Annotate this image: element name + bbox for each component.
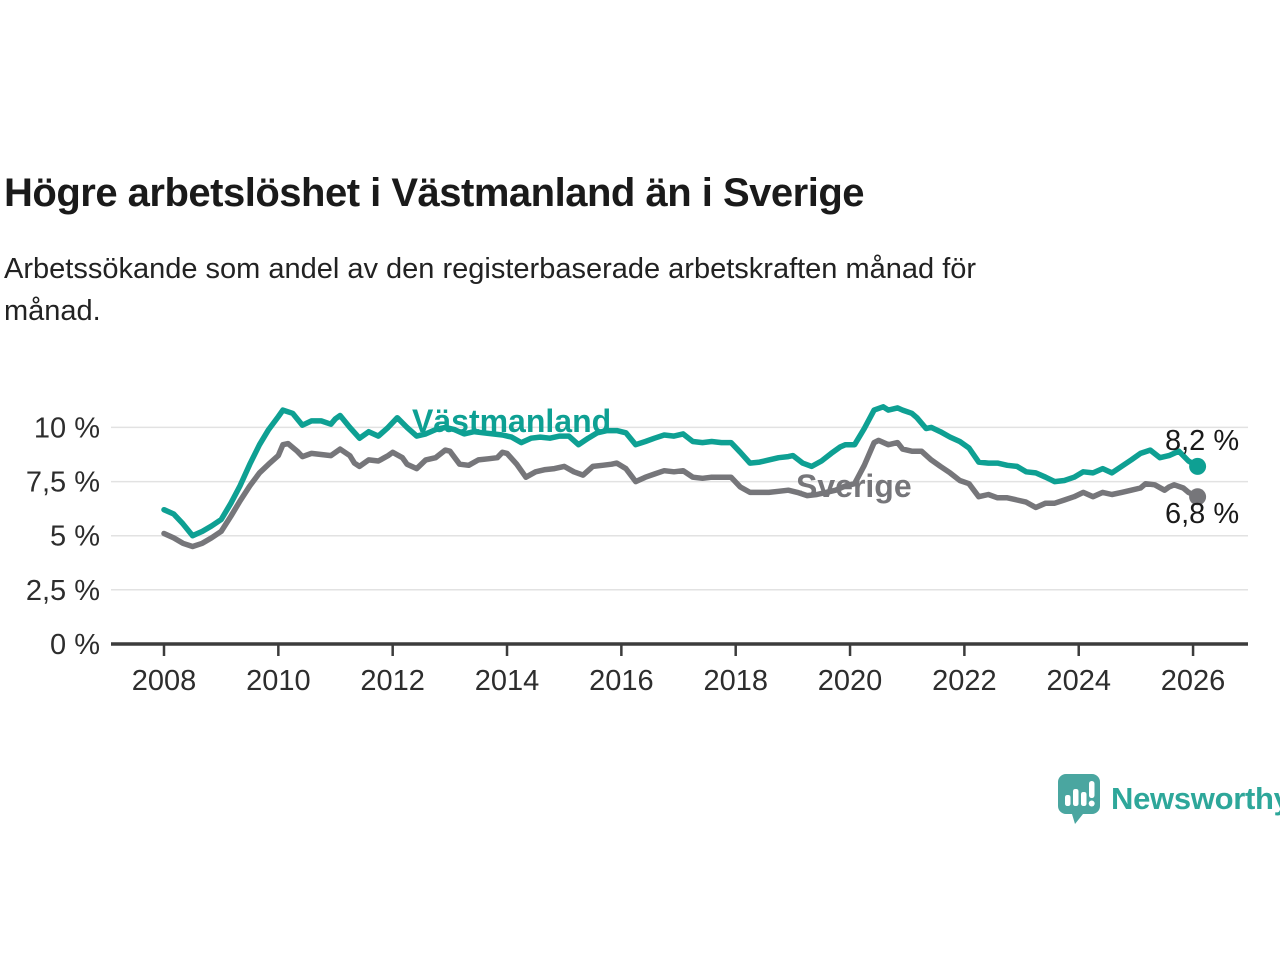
unemployment-line-chart-svg: 0 % 2,5 % 5 % 7,5 % 10 % 2008 2010 2012 2014 201… (26, 403, 1248, 697)
gridlines (111, 426, 1248, 591)
x-tick-label: 2008 (132, 665, 197, 697)
series-end-dot-västmanland (1189, 457, 1207, 475)
x-tick-label: 2016 (589, 665, 654, 697)
x-tick-label: 2010 (246, 665, 311, 697)
chart-subtitle: Arbetssökande som andel av den registerb… (4, 248, 976, 332)
data-series (161, 404, 1207, 550)
y-tick-label: 10 % (34, 412, 100, 444)
x-tick-label: 2012 (360, 665, 425, 697)
series-end-value-västmanland: 8,2 % (1165, 425, 1239, 457)
y-tick-label: 7,5 % (26, 467, 100, 499)
series-label-västmanland: Västmanland (412, 403, 611, 439)
line-chart: 0 % 2,5 % 5 % 7,5 % 10 % 2008 2010 2012 2014 201… (0, 380, 1280, 710)
series-line-västmanland (161, 404, 1201, 539)
newsworthy-logo-text: Newsworthy (1111, 781, 1280, 816)
y-tick-label: 2,5 % (26, 575, 100, 607)
newsworthy-logo: Newsworthy (1057, 773, 1280, 825)
y-tick-label: 5 % (50, 521, 100, 553)
series-label-sverige: Sverige (796, 468, 912, 504)
chart-subtitle-line2: månad. (4, 295, 101, 327)
chart-title: Högre arbetslöshet i Västmanland än i Sv… (4, 170, 865, 215)
x-tick-label: 2026 (1161, 665, 1226, 697)
series-end-dot-sverige (1189, 488, 1207, 506)
y-tick-label: 0 % (50, 629, 100, 661)
series-line-sverige (161, 437, 1201, 550)
x-tick-label: 2020 (818, 665, 883, 697)
series-end-value-sverige: 6,8 % (1165, 498, 1239, 530)
x-tick-label: 2022 (932, 665, 997, 697)
series-annotations: Västmanland 8,2 % Sverige 6,8 % (412, 403, 1239, 530)
x-tick-label: 2014 (475, 665, 540, 697)
x-axis-ticks (162, 645, 1195, 656)
bar-chart-speech-bubble-icon (1058, 774, 1100, 824)
x-tick-label: 2018 (703, 665, 768, 697)
y-axis-tick-labels: 0 % 2,5 % 5 % 7,5 % 10 % (26, 412, 100, 661)
x-axis-tick-labels: 2008 2010 2012 2014 2016 2018 2020 2022 2024 2026 (132, 665, 1226, 697)
x-tick-label: 2024 (1046, 665, 1111, 697)
chart-subtitle-line1: Arbetssökande som andel av den registerb… (4, 253, 977, 285)
